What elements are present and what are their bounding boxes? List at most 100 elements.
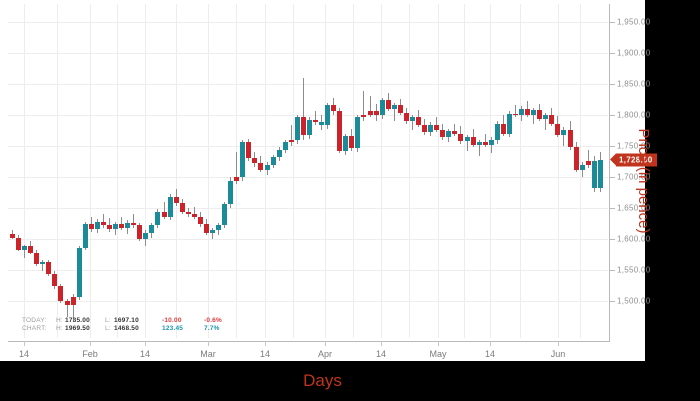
y-axis-tick <box>610 239 615 240</box>
gridline-horizontal <box>8 146 608 147</box>
candle-body-up <box>428 124 434 133</box>
gridline-vertical <box>145 4 146 338</box>
candle-body-up <box>240 142 246 177</box>
stats-today-high-value: 1735.00 <box>65 317 90 324</box>
candle-body-up <box>597 159 603 189</box>
gridline-vertical-minor <box>176 4 177 338</box>
candle-wick <box>236 152 238 185</box>
candle-body-up <box>343 136 349 151</box>
candle-body-up <box>40 261 46 264</box>
gridline-vertical <box>24 4 25 338</box>
candle-body-up <box>155 211 161 226</box>
candle-wick <box>193 206 195 220</box>
candle-body-down <box>88 224 94 230</box>
x-axis-line <box>8 341 609 342</box>
candle-wick <box>581 162 583 177</box>
y-axis-tick <box>610 301 615 302</box>
x-axis-tick-label: 14 <box>18 349 30 359</box>
stats-today-change-pct: -0.6% <box>204 317 222 324</box>
candle-body-down <box>288 139 294 143</box>
candle-body-down <box>234 177 240 181</box>
x-axis-tick <box>558 341 559 346</box>
x-axis-tick-label: Jun <box>550 349 566 359</box>
x-axis-tick <box>24 341 25 346</box>
y-axis-tick-label: 1,750.00 <box>617 141 651 151</box>
candle-body-down <box>100 221 106 226</box>
candle-body-down <box>52 274 58 287</box>
candle-body-up <box>282 142 288 150</box>
stats-chart-low-key: L: <box>105 324 111 332</box>
candle-body-up <box>543 115 549 119</box>
candle-body-down <box>331 105 337 112</box>
candle-body-up <box>488 139 494 145</box>
candle-body-down <box>58 286 64 301</box>
y-axis-tick <box>610 115 615 116</box>
plot-area[interactable] <box>8 4 608 338</box>
candle-body-down <box>349 136 355 149</box>
candle-wick <box>290 124 292 146</box>
candle-wick <box>533 107 535 124</box>
gridline-vertical <box>90 4 91 338</box>
y-axis-tick-label: 1,550.00 <box>617 265 651 275</box>
candle-body-up <box>22 246 28 250</box>
candle-body-up <box>519 108 525 115</box>
candle-body-down <box>470 137 476 145</box>
candle-body-down <box>555 123 561 135</box>
candle-wick <box>42 260 44 272</box>
candle-wick <box>514 105 516 118</box>
x-axis-tick-label: May <box>429 349 447 359</box>
candle-wick <box>484 133 486 148</box>
gridline-vertical-minor <box>117 4 118 338</box>
candle-body-down <box>416 117 422 125</box>
candle-body-down <box>422 124 428 133</box>
gridline-vertical <box>381 4 382 338</box>
stats-row-today: TODAY: H: 1735.00 L: 1697.10 -10.00 -0.6% <box>22 317 222 325</box>
candle-body-up <box>125 222 131 228</box>
gridline-horizontal <box>8 115 608 116</box>
gridline-horizontal <box>8 84 608 85</box>
candle-body-down <box>300 117 306 135</box>
candle-wick <box>24 245 26 258</box>
candle-body-up <box>494 123 500 140</box>
y-axis-tick <box>610 84 615 85</box>
candle-body-down <box>403 112 409 122</box>
x-axis-title: Days <box>303 371 342 390</box>
x-axis-tick <box>325 341 326 346</box>
candle-body-down <box>173 196 179 204</box>
gridline-horizontal <box>8 208 608 209</box>
candle-body-up <box>94 221 100 230</box>
candle-body-down <box>537 110 543 119</box>
candle-body-down <box>458 133 464 142</box>
candle-body-up <box>355 117 361 149</box>
y-axis-tick-label: 1,850.00 <box>617 79 651 89</box>
candle-body-down <box>191 214 197 217</box>
candle-wick <box>587 149 589 169</box>
candle-body-up <box>167 196 173 217</box>
candle-body-up <box>228 180 234 205</box>
gridline-vertical <box>438 4 439 338</box>
gridline-vertical-minor <box>57 4 58 338</box>
candle-body-down <box>482 142 488 145</box>
y-axis-tick-label: 1,500.00 <box>617 296 651 306</box>
candle-body-up <box>561 129 567 135</box>
candle-body-down <box>106 225 112 230</box>
y-axis-tick <box>610 270 615 271</box>
candle-body-down <box>161 211 167 217</box>
stats-today-low-value: 1697.10 <box>114 317 139 324</box>
candle-body-down <box>512 113 518 116</box>
stats-chart-change: 123.45 <box>162 324 184 332</box>
gridline-vertical-minor <box>409 4 410 338</box>
gridline-vertical-minor <box>464 4 465 338</box>
candle-body-down <box>185 211 191 215</box>
gridline-vertical-minor <box>520 4 521 338</box>
candle-wick <box>545 112 547 130</box>
x-axis-tick-label: 14 <box>139 349 151 359</box>
gridline-horizontal <box>8 22 608 23</box>
candle-body-down <box>70 297 76 305</box>
candle-body-down <box>440 129 446 138</box>
y-axis-tick <box>610 22 615 23</box>
candle-body-up <box>325 105 331 125</box>
candle-body-down <box>10 234 15 238</box>
stats-today-low-key: L: <box>105 317 111 324</box>
